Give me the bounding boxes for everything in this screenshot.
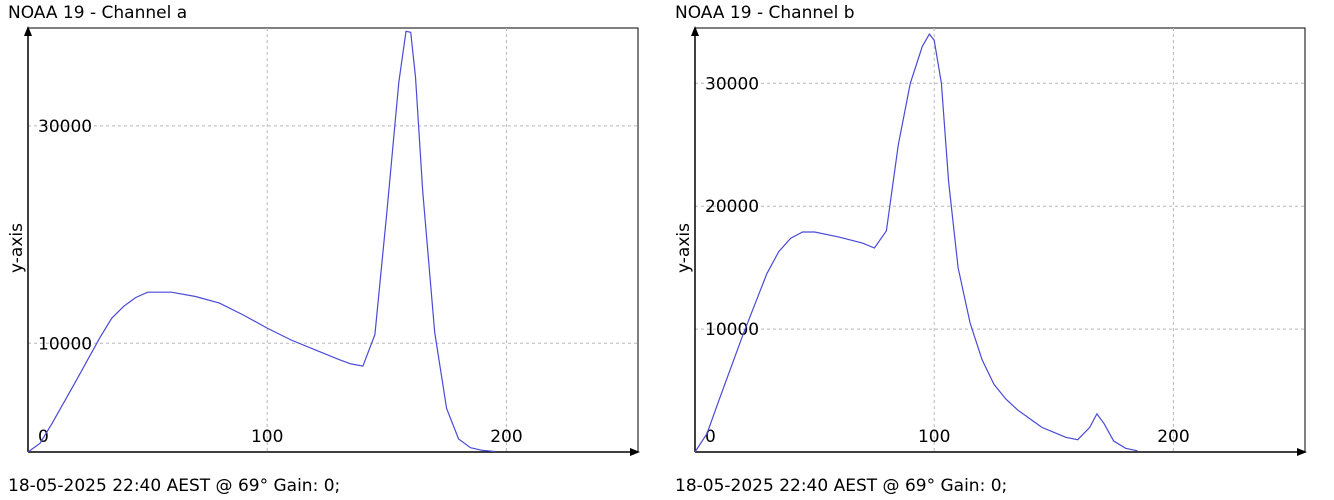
x-axis-arrow-icon [630, 448, 640, 456]
x-tick-label: 0 [705, 427, 716, 447]
series-line [27, 30, 495, 453]
x-tick-label: 100 [918, 427, 950, 447]
y-axis-label: y-axis [7, 223, 27, 273]
y-tick-label: 30000 [38, 117, 92, 137]
chart-plot-channel-b: 0 100 200 10000 20000 30000 y-axis [674, 26, 1307, 456]
series-line [694, 33, 1138, 453]
x-tick-label: 200 [1157, 427, 1189, 447]
x-tick-label: 100 [251, 427, 283, 447]
chart-title: NOAA 19 - Channel a [8, 3, 188, 23]
y-axis-arrow-icon [691, 26, 699, 36]
y-tick-label: 10000 [38, 334, 92, 354]
y-tick-label: 20000 [705, 197, 759, 217]
x-axis-arrow-icon [1297, 448, 1307, 456]
y-axis-label: y-axis [674, 223, 694, 273]
chart-panel-channel-b: NOAA 19 - Channel b 0 100 200 10000 20000 300… [667, 0, 1334, 500]
pass-info-text: 18-05-2025 22:40 AEST @ 69° Gain: 0; [675, 476, 1008, 496]
pass-info-text: 18-05-2025 22:40 AEST @ 69° Gain: 0; [8, 476, 341, 496]
y-tick-label: 30000 [705, 74, 759, 94]
chart-title: NOAA 19 - Channel b [675, 3, 855, 23]
plot-frame [695, 27, 1306, 452]
chart-panel-channel-a: NOAA 19 - Channel a 0 100 200 10000 30000 y-a… [7, 3, 640, 496]
x-tick-label: 200 [490, 427, 522, 447]
plot-frame [28, 27, 639, 452]
y-tick-label: 10000 [705, 320, 759, 340]
y-axis-arrow-icon [24, 26, 32, 36]
